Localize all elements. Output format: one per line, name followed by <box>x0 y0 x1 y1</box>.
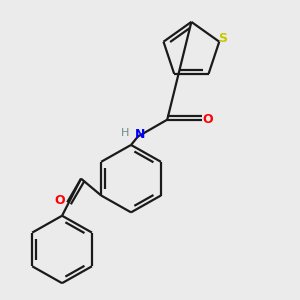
Text: O: O <box>54 194 65 207</box>
Text: O: O <box>202 113 213 126</box>
Text: N: N <box>134 128 145 141</box>
Text: S: S <box>218 32 227 45</box>
Text: H: H <box>121 128 129 138</box>
